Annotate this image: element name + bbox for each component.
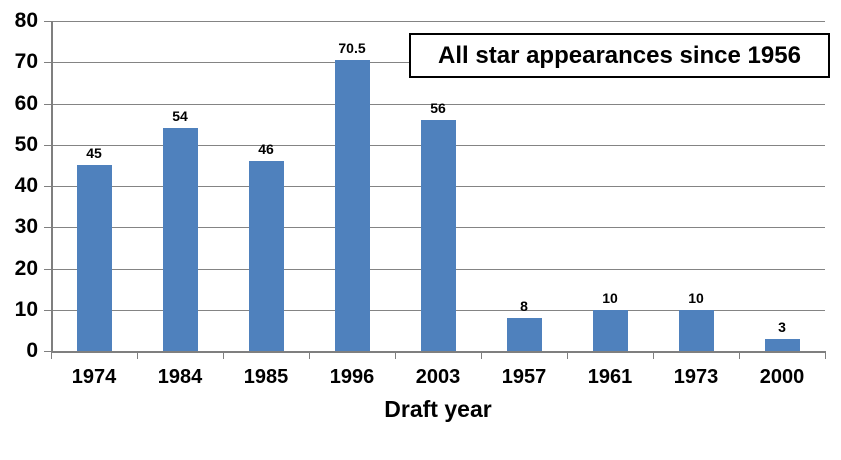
bar-value-label: 54 (172, 108, 188, 125)
y-tick-label: 20 (14, 256, 38, 280)
y-tick-label: 10 (14, 297, 38, 321)
y-tick-label: 80 (14, 9, 38, 32)
bar (764, 338, 800, 351)
y-tick-mark (44, 21, 51, 22)
x-tick-mark (51, 353, 52, 359)
x-tick-mark (309, 353, 310, 359)
x-tick-mark (739, 353, 740, 359)
y-tick-label: 50 (14, 132, 38, 156)
bar-value-label: 45 (86, 145, 102, 162)
x-tick-label: 1985 (243, 366, 289, 388)
x-tick-mark (567, 353, 568, 359)
bar-value-label: 3 (778, 318, 786, 335)
x-axis-title: Draft year (384, 396, 492, 422)
bar-value-label: 70.5 (338, 40, 366, 57)
y-tick-label: 70 (14, 50, 38, 74)
y-tick-mark (44, 268, 51, 270)
x-tick-label: 2000 (759, 366, 805, 388)
y-tick-mark (44, 351, 51, 352)
x-tick-label: 1961 (587, 366, 633, 388)
y-tick-mark (44, 62, 51, 64)
chart-title: All star appearances since 1956 (409, 33, 830, 78)
x-tick-label: 1974 (71, 366, 117, 388)
x-tick-mark (653, 353, 654, 359)
bar-value-label: 10 (688, 289, 704, 306)
bar (592, 309, 628, 351)
y-tick-mark (44, 144, 51, 146)
x-tick-mark (137, 353, 138, 359)
x-tick-mark (481, 353, 482, 359)
y-tick-label: 40 (14, 174, 38, 197)
bar (76, 165, 112, 351)
x-axis-line (51, 351, 826, 353)
y-tick-mark (44, 186, 51, 187)
bar-value-label: 46 (258, 141, 274, 158)
x-tick-label: 1996 (329, 366, 375, 388)
y-tick-mark (44, 103, 51, 105)
bar (162, 128, 198, 351)
bar (248, 161, 284, 351)
gridline (51, 21, 825, 22)
x-tick-label: 1957 (501, 366, 547, 388)
x-tick-label: 1984 (157, 366, 203, 388)
bar-value-label: 10 (602, 289, 618, 306)
y-tick-mark (44, 309, 51, 311)
y-tick-label: 0 (26, 339, 38, 362)
plot-area: 45 54 46 70.5 56 8 10 10 3 (51, 21, 825, 351)
x-tick-mark (825, 353, 826, 359)
bar-value-label: 56 (430, 100, 446, 116)
bar-value-label: 8 (520, 298, 528, 314)
gridline (51, 103, 825, 105)
y-axis-line (51, 21, 53, 353)
bar (420, 120, 456, 351)
x-tick-mark (223, 353, 224, 359)
x-tick-label: 1973 (673, 366, 719, 388)
x-tick-label: 2003 (415, 366, 461, 388)
bar (334, 60, 370, 351)
y-tick-mark (44, 227, 51, 229)
bar (506, 318, 542, 351)
y-tick-label: 60 (14, 91, 38, 115)
y-tick-label: 30 (14, 215, 38, 239)
x-tick-mark (395, 353, 396, 359)
bar (678, 309, 714, 351)
